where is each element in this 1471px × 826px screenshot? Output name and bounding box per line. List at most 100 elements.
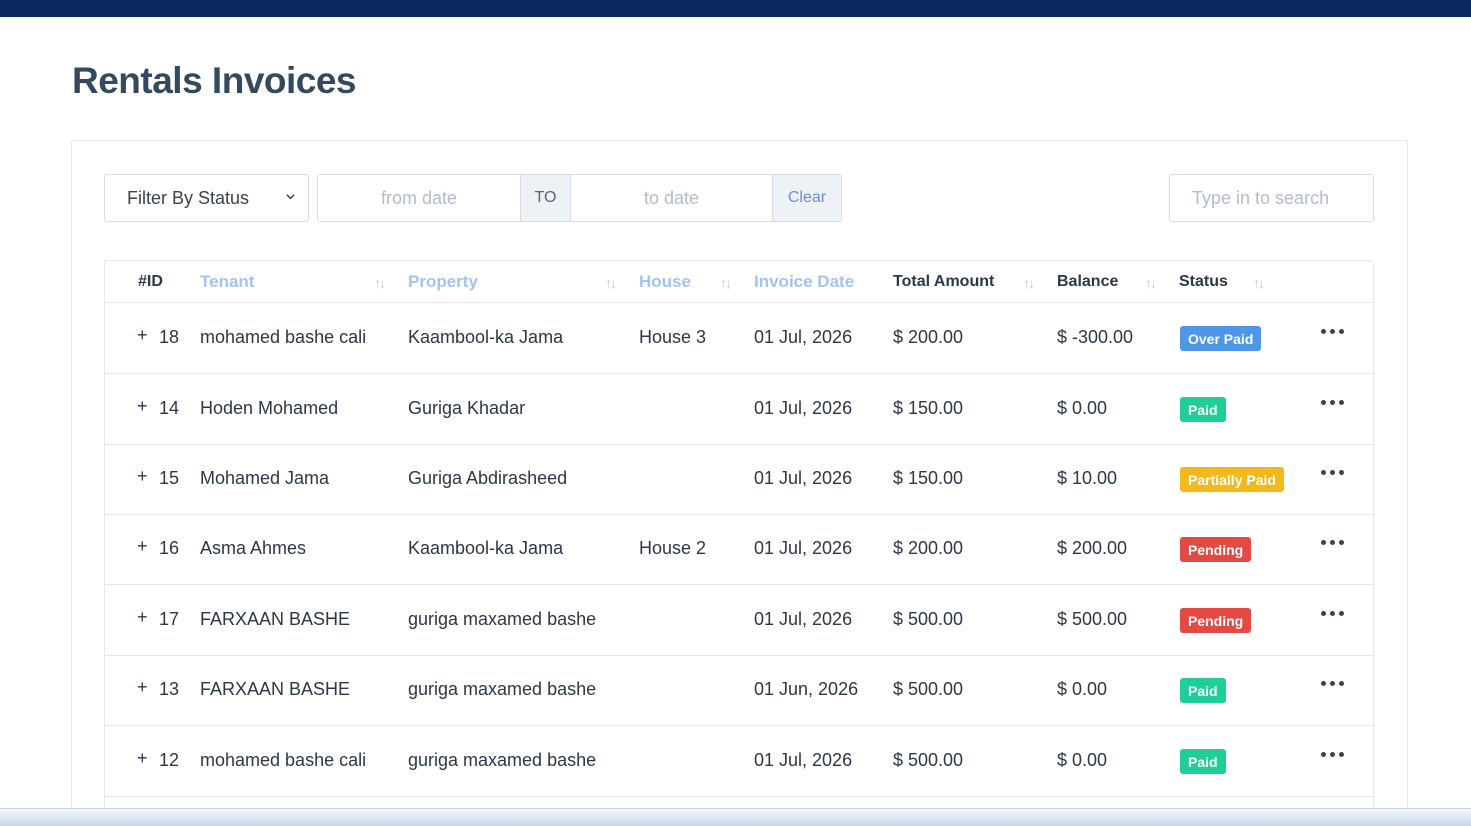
header-id: #ID xyxy=(138,273,163,290)
row-invoice-date: 01 Jul, 2026 xyxy=(754,468,853,488)
row-property: guriga maxamed bashe xyxy=(408,750,597,770)
date-range-group: TO Clear xyxy=(317,174,842,222)
more-actions-icon[interactable] xyxy=(1321,681,1344,686)
row-id: 17 xyxy=(159,609,180,629)
row-invoice-date: 01 Jul, 2026 xyxy=(754,538,853,558)
table-row: + 18 mohamed bashe cali Kaambool-ka Jama… xyxy=(105,303,1373,374)
row-id: 13 xyxy=(159,679,180,699)
sort-icon[interactable]: ↑↓ xyxy=(720,275,732,291)
row-id: 12 xyxy=(159,750,180,770)
row-property: guriga maxamed bashe xyxy=(408,679,597,699)
search-input[interactable] xyxy=(1169,174,1374,222)
sort-icon[interactable]: ↑↓ xyxy=(1145,275,1157,291)
status-filter-label: Filter By Status xyxy=(127,187,250,208)
row-tenant: FARXAAN BASHE xyxy=(200,679,351,699)
row-tenant: FARXAAN BASHE xyxy=(200,609,351,629)
status-badge: Paid xyxy=(1180,749,1226,774)
expand-row-icon[interactable]: + xyxy=(137,325,148,345)
expand-row-icon[interactable]: + xyxy=(137,536,148,556)
header-house[interactable]: House xyxy=(639,272,691,291)
header-balance[interactable]: Balance xyxy=(1057,273,1119,290)
sort-icon[interactable]: ↑↓ xyxy=(1023,275,1035,291)
status-badge: Paid xyxy=(1180,678,1226,703)
expand-row-icon[interactable]: + xyxy=(137,607,148,627)
expand-row-icon[interactable]: + xyxy=(137,466,148,486)
header-property[interactable]: Property xyxy=(408,272,478,291)
sort-icon[interactable]: ↑↓ xyxy=(374,275,386,291)
row-balance: $ 0.00 xyxy=(1057,679,1108,699)
page-title: Rentals Invoices xyxy=(72,60,357,101)
clear-button[interactable]: Clear xyxy=(772,175,841,221)
more-actions-icon[interactable] xyxy=(1321,752,1344,757)
more-actions-icon[interactable] xyxy=(1321,611,1344,616)
window-bottom-edge xyxy=(0,808,1471,826)
row-total-amount: $ 500.00 xyxy=(893,609,964,629)
to-date-input[interactable] xyxy=(571,175,772,221)
row-tenant: Asma Ahmes xyxy=(200,538,307,558)
row-total-amount: $ 500.00 xyxy=(893,679,964,699)
date-to-label: TO xyxy=(520,175,571,221)
row-invoice-date: 01 Jul, 2026 xyxy=(754,750,853,770)
sort-icon[interactable]: ↑↓ xyxy=(605,275,617,291)
table-row: + 13 FARXAAN BASHE guriga maxamed bashe … xyxy=(105,655,1373,726)
row-house: House 3 xyxy=(639,327,707,347)
table-row: + 17 FARXAAN BASHE guriga maxamed bashe … xyxy=(105,585,1373,656)
row-id: 16 xyxy=(159,538,180,558)
invoices-table: #ID Tenant ↑↓ Property ↑↓ House ↑↓ Invoi… xyxy=(104,260,1374,820)
header-total-amount[interactable]: Total Amount xyxy=(893,273,995,290)
row-invoice-date: 01 Jul, 2026 xyxy=(754,398,853,418)
status-badge: Paid xyxy=(1180,397,1226,422)
header-status[interactable]: Status xyxy=(1179,273,1228,290)
more-actions-icon[interactable] xyxy=(1321,470,1344,475)
row-balance: $ 10.00 xyxy=(1057,468,1118,488)
row-invoice-date: 01 Jun, 2026 xyxy=(754,679,859,699)
row-balance: $ 0.00 xyxy=(1057,398,1108,418)
status-badge: Pending xyxy=(1180,608,1252,633)
row-balance: $ 200.00 xyxy=(1057,538,1128,558)
status-filter-select[interactable]: Filter By Status xyxy=(104,174,309,222)
row-total-amount: $ 150.00 xyxy=(893,398,964,418)
more-actions-icon[interactable] xyxy=(1321,400,1344,405)
chevron-down-icon xyxy=(286,194,295,200)
row-balance: $ 0.00 xyxy=(1057,750,1108,770)
header-tenant[interactable]: Tenant xyxy=(200,272,255,291)
top-navbar xyxy=(0,0,1471,17)
table-row: + 15 Mohamed Jama Guriga Abdirasheed 01 … xyxy=(105,444,1373,515)
row-tenant: mohamed bashe cali xyxy=(200,327,367,347)
table-row: + 16 Asma Ahmes Kaambool-ka Jama House 2… xyxy=(105,514,1373,585)
row-id: 18 xyxy=(159,327,180,347)
header-invoice-date[interactable]: Invoice Date xyxy=(754,272,855,291)
row-house: House 2 xyxy=(639,538,707,558)
table-header: #ID Tenant ↑↓ Property ↑↓ House ↑↓ Invoi… xyxy=(105,261,1373,303)
row-total-amount: $ 200.00 xyxy=(893,327,964,347)
row-total-amount: $ 500.00 xyxy=(893,750,964,770)
row-property: Guriga Abdirasheed xyxy=(408,468,568,488)
status-badge: Over Paid xyxy=(1180,326,1262,351)
status-badge: Pending xyxy=(1180,537,1252,562)
status-badge: Partially Paid xyxy=(1180,467,1284,492)
row-tenant: Mohamed Jama xyxy=(200,468,330,488)
row-id: 15 xyxy=(159,468,180,488)
table-row: + 14 Hoden Mohamed Guriga Khadar 01 Jul,… xyxy=(105,374,1373,445)
row-invoice-date: 01 Jul, 2026 xyxy=(754,327,853,347)
row-invoice-date: 01 Jul, 2026 xyxy=(754,609,853,629)
row-property: guriga maxamed bashe xyxy=(408,609,597,629)
row-id: 14 xyxy=(159,398,180,418)
row-property: Kaambool-ka Jama xyxy=(408,327,564,347)
sort-icon[interactable]: ↑↓ xyxy=(1253,275,1265,291)
row-property: Kaambool-ka Jama xyxy=(408,538,564,558)
row-total-amount: $ 200.00 xyxy=(893,538,964,558)
expand-row-icon[interactable]: + xyxy=(137,748,148,768)
row-balance: $ -300.00 xyxy=(1057,327,1134,347)
expand-row-icon[interactable]: + xyxy=(137,677,148,697)
row-tenant: mohamed bashe cali xyxy=(200,750,367,770)
row-balance: $ 500.00 xyxy=(1057,609,1128,629)
table-row: + 12 mohamed bashe cali guriga maxamed b… xyxy=(105,726,1373,797)
more-actions-icon[interactable] xyxy=(1321,540,1344,545)
from-date-input[interactable] xyxy=(318,175,520,221)
row-total-amount: $ 150.00 xyxy=(893,468,964,488)
expand-row-icon[interactable]: + xyxy=(137,396,148,416)
row-property: Guriga Khadar xyxy=(408,398,526,418)
more-actions-icon[interactable] xyxy=(1321,329,1344,334)
row-tenant: Hoden Mohamed xyxy=(200,398,339,418)
